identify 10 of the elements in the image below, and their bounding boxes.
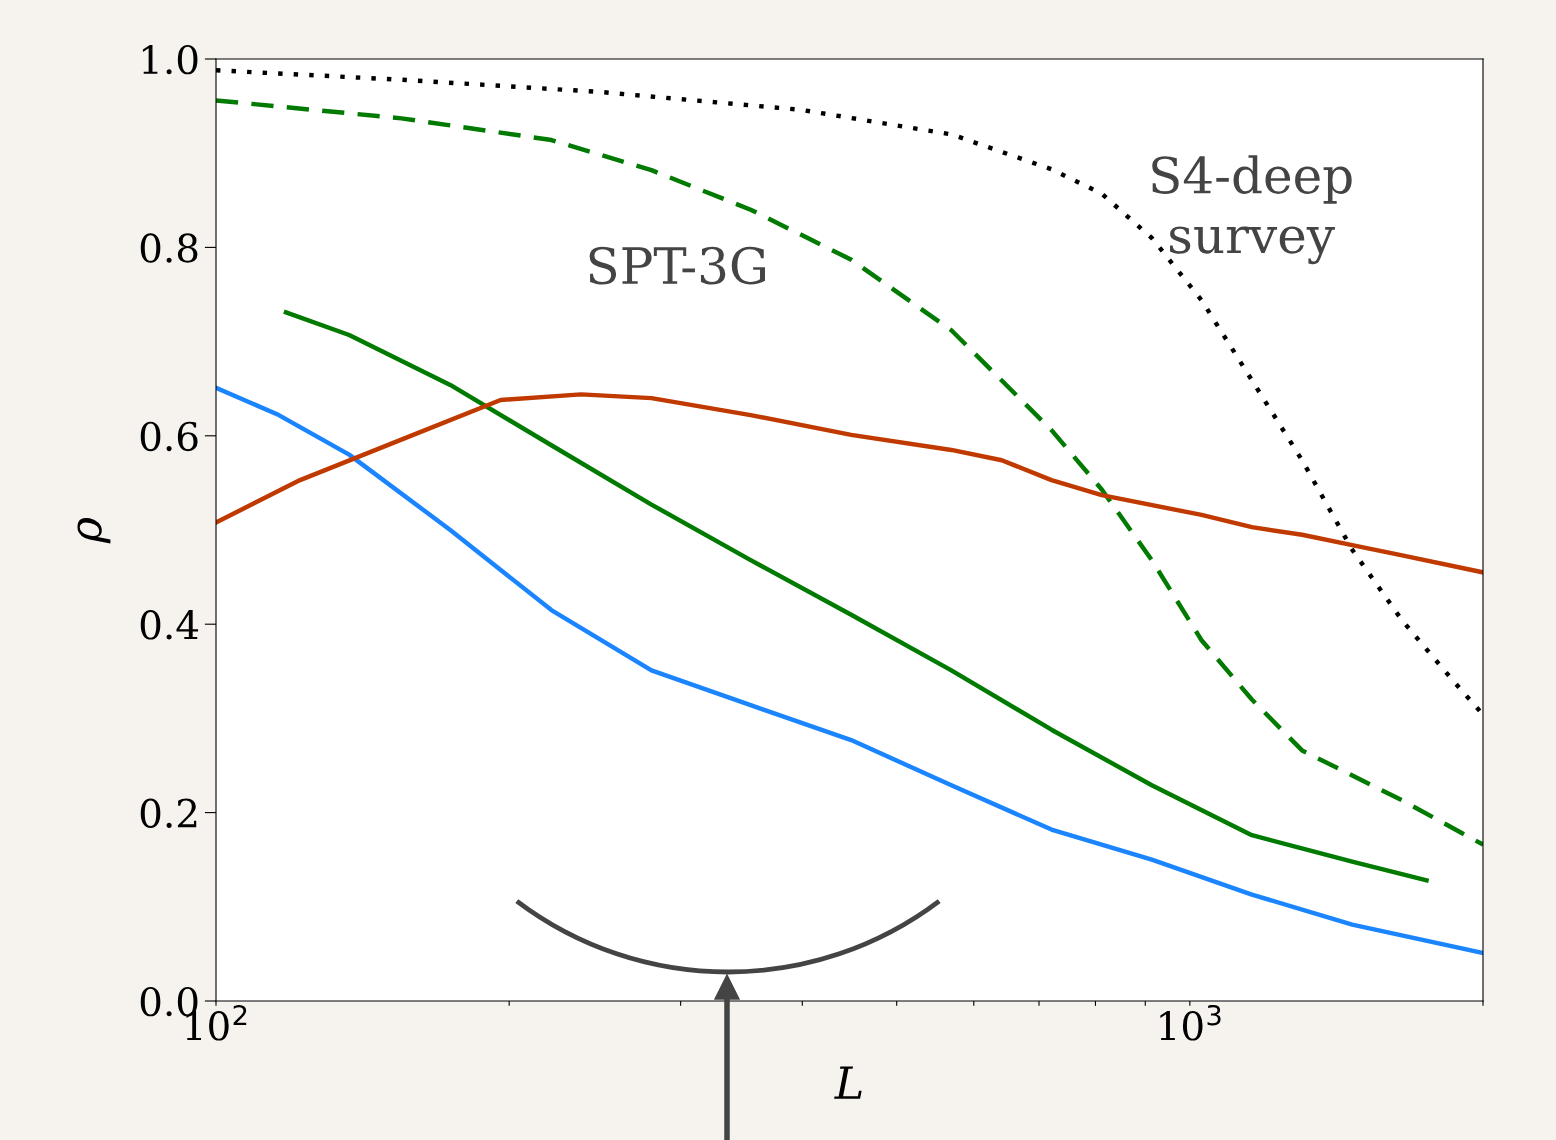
y-tick-label: 1.0 <box>142 44 198 75</box>
y-axis-title: ρ <box>77 517 111 544</box>
y-tick-label: 0.4 <box>140 610 199 640</box>
y-tick-label: 0.6 <box>140 421 198 452</box>
y-tick-label: 0.8 <box>140 233 198 263</box>
y-tick-label: 0.2 <box>140 798 197 828</box>
annotation: SPT-3G <box>589 246 765 285</box>
x-axis-title: L <box>834 1066 862 1099</box>
annotation: S4-deep survey <box>1152 155 1352 265</box>
x-tick-label: 10$^{3}$ <box>1160 1004 1221 1041</box>
